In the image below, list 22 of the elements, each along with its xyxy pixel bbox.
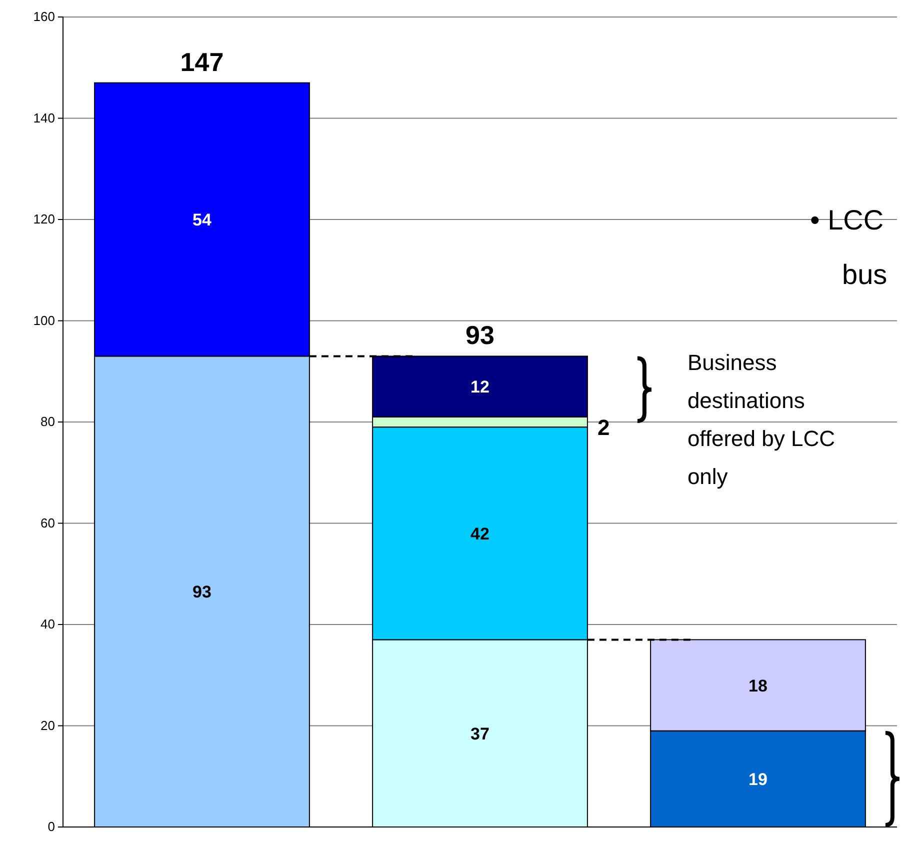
annotation: bus	[842, 259, 888, 290]
total-label: 147	[180, 46, 224, 77]
data-label: 12	[470, 378, 490, 397]
y-tick-label: 120	[33, 212, 55, 227]
y-tick-label: 0	[48, 819, 55, 834]
data-label: 93	[192, 582, 212, 602]
y-tick-label: 160	[33, 9, 55, 24]
y-tick-label: 20	[40, 718, 55, 733]
data-label: 54	[192, 210, 212, 230]
data-label: 19	[748, 770, 768, 789]
total-label: 93	[466, 320, 494, 350]
data-label: 18	[748, 676, 768, 696]
annotation: Business destinations offered by LCC only	[687, 350, 836, 490]
annotation: • LCC	[810, 204, 884, 236]
y-tick-label: 100	[33, 312, 55, 328]
y-tick-label: 60	[40, 515, 55, 530]
y-tick-label: 40	[40, 616, 55, 632]
data-label: 2	[597, 415, 610, 440]
y-tick-label: 80	[40, 414, 55, 430]
data-label: 37	[470, 724, 490, 744]
y-tick-label: 140	[33, 110, 55, 126]
data-label: 42	[470, 524, 490, 544]
